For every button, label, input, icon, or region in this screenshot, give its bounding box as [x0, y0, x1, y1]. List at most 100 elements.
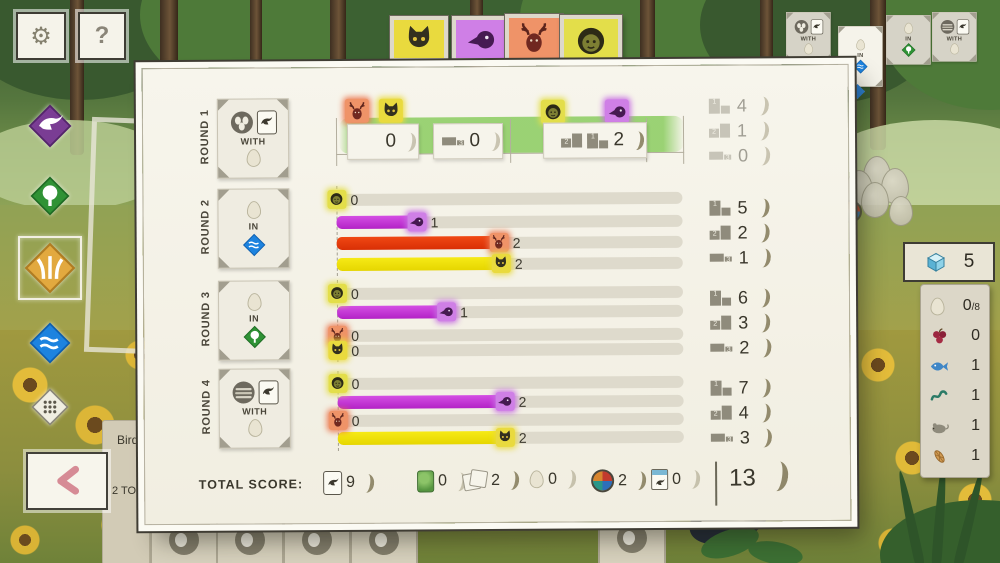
podium-1st-icon: 1 — [709, 290, 732, 306]
wetland-icon — [242, 233, 265, 256]
birds-action-button[interactable] — [28, 104, 72, 148]
egg-icon — [246, 292, 261, 311]
feather-icon — [629, 470, 648, 492]
egg-icon — [950, 43, 959, 55]
goal-keyword: WITH — [240, 135, 266, 147]
feather-icon — [754, 376, 772, 398]
fish-icon — [930, 357, 949, 376]
bird-card-icon — [258, 379, 279, 404]
player-avatar-purple-bird[interactable] — [451, 15, 511, 63]
player-avatar-cat — [495, 427, 515, 448]
player-avatar-cat — [328, 340, 348, 361]
player-avatar-deer[interactable] — [504, 13, 564, 63]
bird-card-icon — [956, 19, 969, 35]
podium-3rd-icon: 3 — [710, 433, 733, 444]
player-avatar-deer — [344, 98, 369, 123]
player-avatar-woman[interactable] — [559, 14, 623, 68]
bonus-card-icon — [417, 470, 435, 493]
resource-invertebrate: 1 — [930, 384, 980, 408]
platform-nest-icon — [940, 19, 955, 34]
egg-icon — [904, 22, 913, 34]
worm-icon — [930, 387, 949, 406]
goal-tile-round4-small[interactable]: WITH — [932, 12, 977, 62]
bird-card-icon — [323, 470, 343, 496]
wetland-icon — [29, 322, 71, 364]
round-3-goal-tile: IN — [217, 280, 291, 361]
round-1-label: Round 1 — [198, 109, 212, 165]
forest-habitat-button[interactable] — [30, 176, 70, 216]
action-cube-icon — [924, 250, 948, 274]
action-cubes-count: 5 — [963, 251, 975, 272]
player-avatar-purple-bird — [407, 212, 427, 232]
podium-1st-icon: 1 — [587, 132, 609, 148]
feather-icon — [753, 311, 772, 333]
goal-keyword: WITH — [946, 35, 963, 42]
boomerang-icon — [50, 464, 84, 498]
help-button[interactable]: ? — [78, 12, 126, 60]
feather-icon — [755, 426, 774, 448]
question-mark-icon: ? — [94, 22, 110, 49]
egg-icon — [930, 297, 945, 316]
feather-icon — [754, 401, 772, 423]
feather-icon — [752, 94, 771, 116]
round-1-tied-last-scorebox: 0 — [346, 123, 420, 160]
podium-3rd-icon: 3 — [709, 151, 732, 162]
round-3-bar-cat: 0 — [328, 339, 689, 361]
egg-supply-pile — [839, 156, 925, 236]
round-2-label: Round 2 — [199, 199, 212, 255]
podium-2nd-icon: 2 — [710, 405, 732, 420]
seed-icon — [930, 447, 949, 466]
feather-icon — [502, 469, 521, 491]
score-item-tucked-cards: 0 — [651, 468, 702, 491]
round-3-first-place-points: 1 6 — [709, 286, 820, 308]
round-2-second-place-points: 2 2 — [709, 221, 820, 243]
wetland-icon — [853, 59, 867, 73]
deer-face-icon — [517, 21, 551, 55]
goal-keyword: IN — [905, 35, 912, 42]
player-avatar-deer — [328, 410, 348, 431]
forest-icon — [243, 325, 266, 348]
player-avatar-woman — [328, 373, 348, 394]
fruit-icon — [930, 327, 949, 346]
egg-icon — [856, 39, 865, 51]
round-4-bar-woman: 0 — [328, 372, 689, 394]
bird-card-title: Bird — [117, 433, 139, 447]
round-4-label: Round 4 — [200, 379, 213, 435]
round-2-bar-purple-bird: 1 — [336, 211, 688, 232]
podium-3rd-icon: 3 — [709, 253, 732, 264]
resource-eggs: 0/8 — [930, 294, 980, 318]
grassland-habitat-button[interactable] — [18, 236, 82, 300]
resource-fruit: 0 — [930, 324, 980, 348]
score-item-round-goals: 2 — [461, 468, 521, 492]
food-wheel-icon — [591, 469, 615, 493]
round-goals-dialog: Round 1 Round 2 Round 3 Round 4 WITH IN … — [141, 63, 852, 526]
round-1-winners-scorebox: 2 1 2 — [542, 122, 648, 159]
round-1-second-place-points: 2 1 — [708, 119, 819, 141]
goal-keyword: IN — [857, 52, 864, 59]
goal-tile-round3-small[interactable]: IN — [886, 15, 931, 65]
rodent-icon — [930, 417, 949, 436]
grand-total: 13 — [729, 464, 756, 492]
round-3-third-place-points: 3 2 — [710, 336, 820, 358]
resource-fish: 1 — [930, 354, 980, 378]
egg-icon — [247, 418, 262, 437]
settings-button[interactable]: ⚙ — [16, 12, 66, 60]
player-avatar-cat — [491, 253, 511, 274]
player-avatar-cat[interactable] — [389, 15, 449, 63]
feather-icon — [753, 144, 772, 166]
podium-2nd-icon: 2 — [708, 123, 731, 138]
back-button[interactable] — [26, 452, 108, 510]
podium-1st-icon: 1 — [710, 380, 732, 396]
round-2-first-place-points: 1 5 — [709, 196, 819, 218]
resources-panel: 0/8 0 1 1 1 1 — [920, 284, 990, 478]
wetland-habitat-button[interactable] — [29, 322, 71, 364]
player-avatar-woman — [327, 283, 348, 304]
birds-action-icon — [28, 104, 72, 148]
birdfeeder-button[interactable] — [31, 388, 69, 426]
bowl-nest-eggs-icon — [229, 110, 253, 134]
round-4-first-place-points: 1 7 — [710, 376, 821, 398]
podium-3rd-icon: 3 — [710, 343, 733, 354]
goal-tile-round1-small[interactable]: WITH — [786, 12, 831, 62]
player-avatar-purple-bird — [437, 302, 457, 322]
